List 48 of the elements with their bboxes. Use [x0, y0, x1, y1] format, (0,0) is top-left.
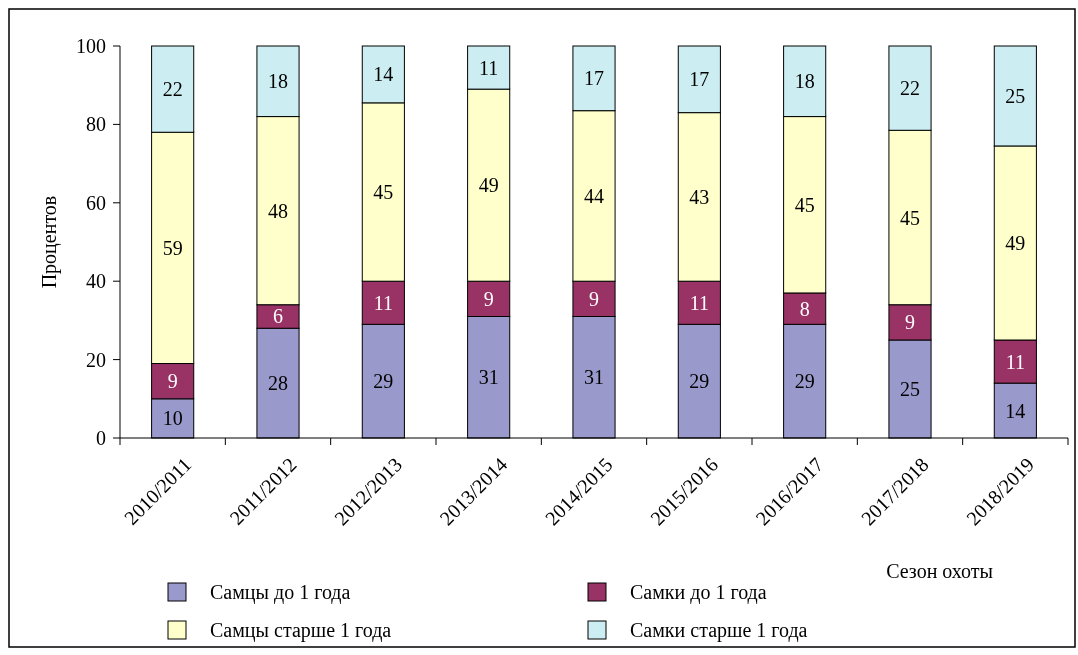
data-label: 9 — [589, 287, 599, 310]
data-label: 11 — [1005, 350, 1025, 373]
data-label: 8 — [799, 297, 810, 320]
data-label: 45 — [373, 181, 394, 204]
data-label: 18 — [268, 70, 288, 93]
y-tick-label: 80 — [86, 113, 106, 136]
data-label: 14 — [373, 63, 394, 86]
data-label: 9 — [483, 287, 494, 310]
data-label: 31 — [584, 366, 604, 389]
data-label: 22 — [162, 78, 183, 101]
data-label: 45 — [794, 193, 815, 216]
data-label: 11 — [373, 291, 393, 314]
data-label: 11 — [689, 291, 709, 314]
data-label: 11 — [479, 56, 499, 79]
data-label: 14 — [1005, 399, 1026, 422]
data-label: 9 — [167, 370, 178, 393]
data-label: 31 — [478, 366, 499, 389]
data-label: 25 — [1005, 84, 1026, 107]
data-label: 49 — [478, 174, 499, 197]
data-label: 10 — [162, 407, 183, 430]
y-tick-label: 0 — [96, 427, 106, 449]
data-label: 43 — [689, 185, 710, 208]
y-tick-label: 20 — [86, 348, 106, 371]
data-label: 59 — [162, 236, 183, 259]
legend-label: Самки до 1 года — [630, 581, 767, 604]
y-tick-label: 60 — [86, 191, 106, 214]
data-label: 28 — [268, 372, 288, 395]
data-label: 44 — [584, 184, 604, 207]
legend-label: Самцы старше 1 года — [210, 619, 392, 642]
legend-label: Самцы до 1 года — [210, 581, 351, 604]
y-tick-label: 40 — [86, 270, 106, 293]
data-label: 48 — [268, 199, 288, 222]
data-label: 17 — [689, 68, 710, 91]
y-tick-label: 100 — [76, 35, 106, 57]
data-label: 25 — [900, 378, 920, 400]
data-label: 49 — [1005, 231, 1026, 254]
x-axis-title: Сезон охоты — [886, 560, 993, 582]
data-label: 17 — [584, 67, 604, 90]
data-label: 29 — [689, 370, 710, 393]
data-label: 18 — [794, 70, 815, 93]
y-axis-title: Процентов — [38, 195, 61, 289]
data-label: 29 — [794, 370, 815, 393]
legend-label: Самки старше 1 года — [630, 619, 808, 642]
data-label: 29 — [373, 370, 394, 393]
data-label: 22 — [900, 77, 920, 100]
data-label: 45 — [900, 206, 920, 229]
data-label: 6 — [273, 305, 283, 328]
data-label: 9 — [905, 311, 915, 334]
